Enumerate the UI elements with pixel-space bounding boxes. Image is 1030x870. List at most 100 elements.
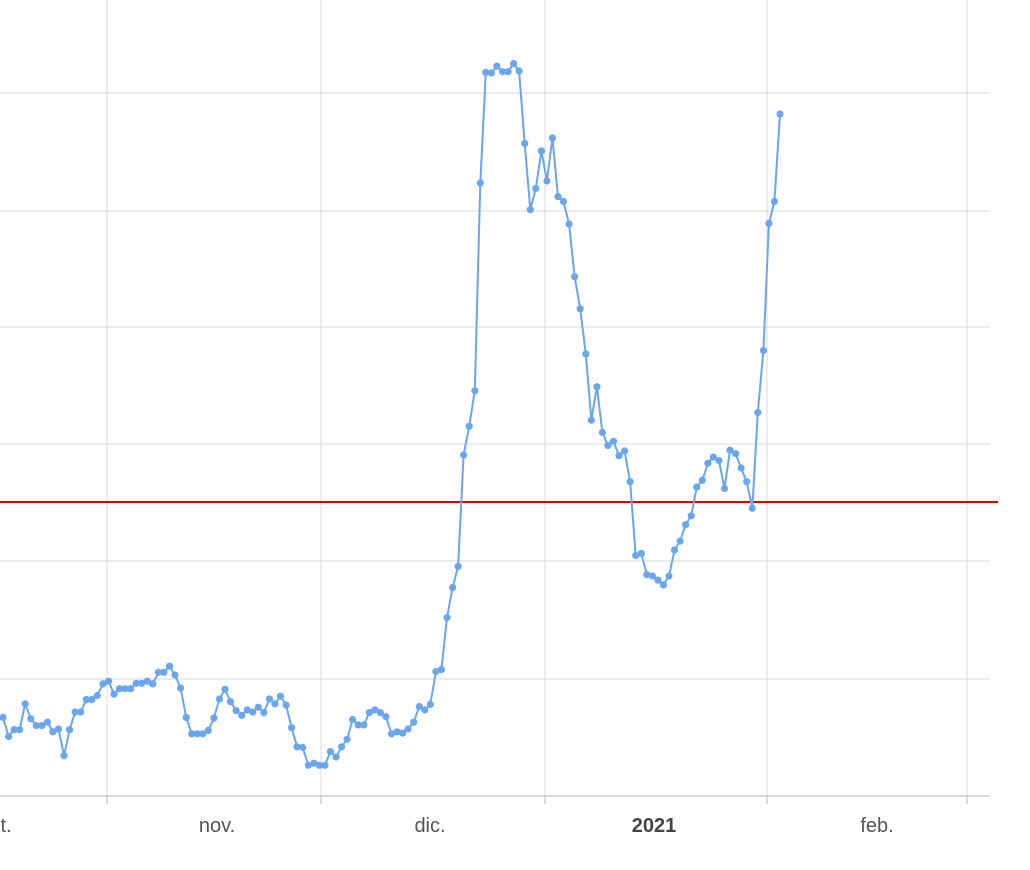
- data-point: [360, 721, 368, 729]
- data-point: [182, 713, 190, 722]
- data-point: [160, 668, 168, 676]
- data-point: [487, 69, 495, 77]
- data-point: [582, 350, 590, 358]
- series-line: [2, 61, 781, 767]
- data-point: [548, 134, 557, 142]
- data-point: [732, 450, 740, 458]
- data-point: [249, 708, 257, 716]
- data-point: [315, 761, 323, 769]
- data-point: [71, 708, 79, 716]
- data-point: [321, 761, 329, 769]
- data-point: [232, 707, 240, 715]
- data-point: [27, 715, 35, 723]
- data-point: [332, 753, 340, 761]
- data-point: [587, 416, 595, 424]
- x-tick-label: feb.: [860, 815, 893, 837]
- data-point: [32, 722, 40, 730]
- data-point: [776, 110, 784, 118]
- data-point: [354, 721, 362, 729]
- data-point: [16, 726, 24, 734]
- x-tick-label: t.: [0, 815, 11, 837]
- x-axis-labels: t. nov. dic. 2021 feb.: [0, 815, 893, 837]
- x-tick-label: 2021: [632, 815, 677, 837]
- data-point: [382, 713, 390, 721]
- data-point: [460, 451, 468, 459]
- data-point: [698, 476, 706, 484]
- data-point: [343, 735, 351, 743]
- data-point: [415, 702, 423, 711]
- data-point: [376, 709, 384, 717]
- data-point: [632, 551, 640, 560]
- x-axis-ticks: [106, 796, 968, 804]
- data-point: [104, 677, 113, 685]
- data-point: [260, 709, 268, 717]
- data-point: [121, 685, 129, 693]
- data-point: [404, 725, 412, 733]
- x-tick-label: nov.: [199, 815, 235, 837]
- data-point: [138, 679, 146, 687]
- data-point: [282, 701, 290, 709]
- data-point: [437, 666, 445, 674]
- data-point: [293, 743, 301, 751]
- data-point: [54, 725, 63, 733]
- data-point: [537, 147, 546, 155]
- data-point: [421, 706, 429, 714]
- data-point: [465, 422, 473, 430]
- data-point: [754, 409, 762, 417]
- data-point: [571, 273, 579, 281]
- data-point: [254, 703, 262, 711]
- data-point: [565, 220, 573, 228]
- data-point: [576, 305, 584, 313]
- data-point: [609, 437, 618, 445]
- data-point: [49, 728, 57, 736]
- data-point: [66, 726, 74, 734]
- data-point: [559, 197, 568, 206]
- data-point: [509, 59, 518, 68]
- data-point: [177, 684, 185, 692]
- data-point: [399, 729, 407, 737]
- data-point: [221, 685, 229, 694]
- data-point: [476, 179, 484, 187]
- data-point: [654, 576, 662, 584]
- data-point: [326, 748, 334, 756]
- data-point: [543, 177, 551, 185]
- data-point: [149, 680, 157, 688]
- data-point: [709, 453, 718, 461]
- data-point: [743, 478, 751, 486]
- data-point: [593, 383, 601, 391]
- vertical-gridlines: [106, 0, 968, 796]
- data-point: [515, 67, 523, 75]
- data-point: [243, 706, 251, 714]
- data-point: [215, 695, 223, 703]
- data-point: [615, 452, 623, 460]
- data-point: [288, 724, 296, 732]
- data-point: [426, 700, 434, 709]
- data-point: [165, 662, 174, 670]
- data-point: [410, 718, 418, 726]
- data-point: [304, 761, 312, 769]
- data-point: [665, 572, 673, 580]
- data-point: [271, 700, 279, 708]
- series-points: [0, 59, 784, 769]
- x-tick-label: dic.: [414, 815, 445, 837]
- data-point: [532, 184, 540, 193]
- data-point: [43, 718, 52, 726]
- data-point: [276, 692, 285, 700]
- data-point: [659, 581, 668, 589]
- data-point: [449, 584, 457, 592]
- data-point: [687, 512, 695, 520]
- data-point: [387, 730, 396, 738]
- data-point: [598, 428, 607, 437]
- data-point: [759, 346, 768, 355]
- data-point: [648, 572, 657, 580]
- data-point: [676, 537, 684, 545]
- data-point: [371, 706, 379, 714]
- data-point: [299, 743, 307, 752]
- data-point: [127, 685, 135, 693]
- data-point: [188, 730, 196, 738]
- data-point: [193, 730, 201, 738]
- data-point: [604, 441, 612, 449]
- data-point: [521, 139, 529, 147]
- data-point: [99, 680, 107, 688]
